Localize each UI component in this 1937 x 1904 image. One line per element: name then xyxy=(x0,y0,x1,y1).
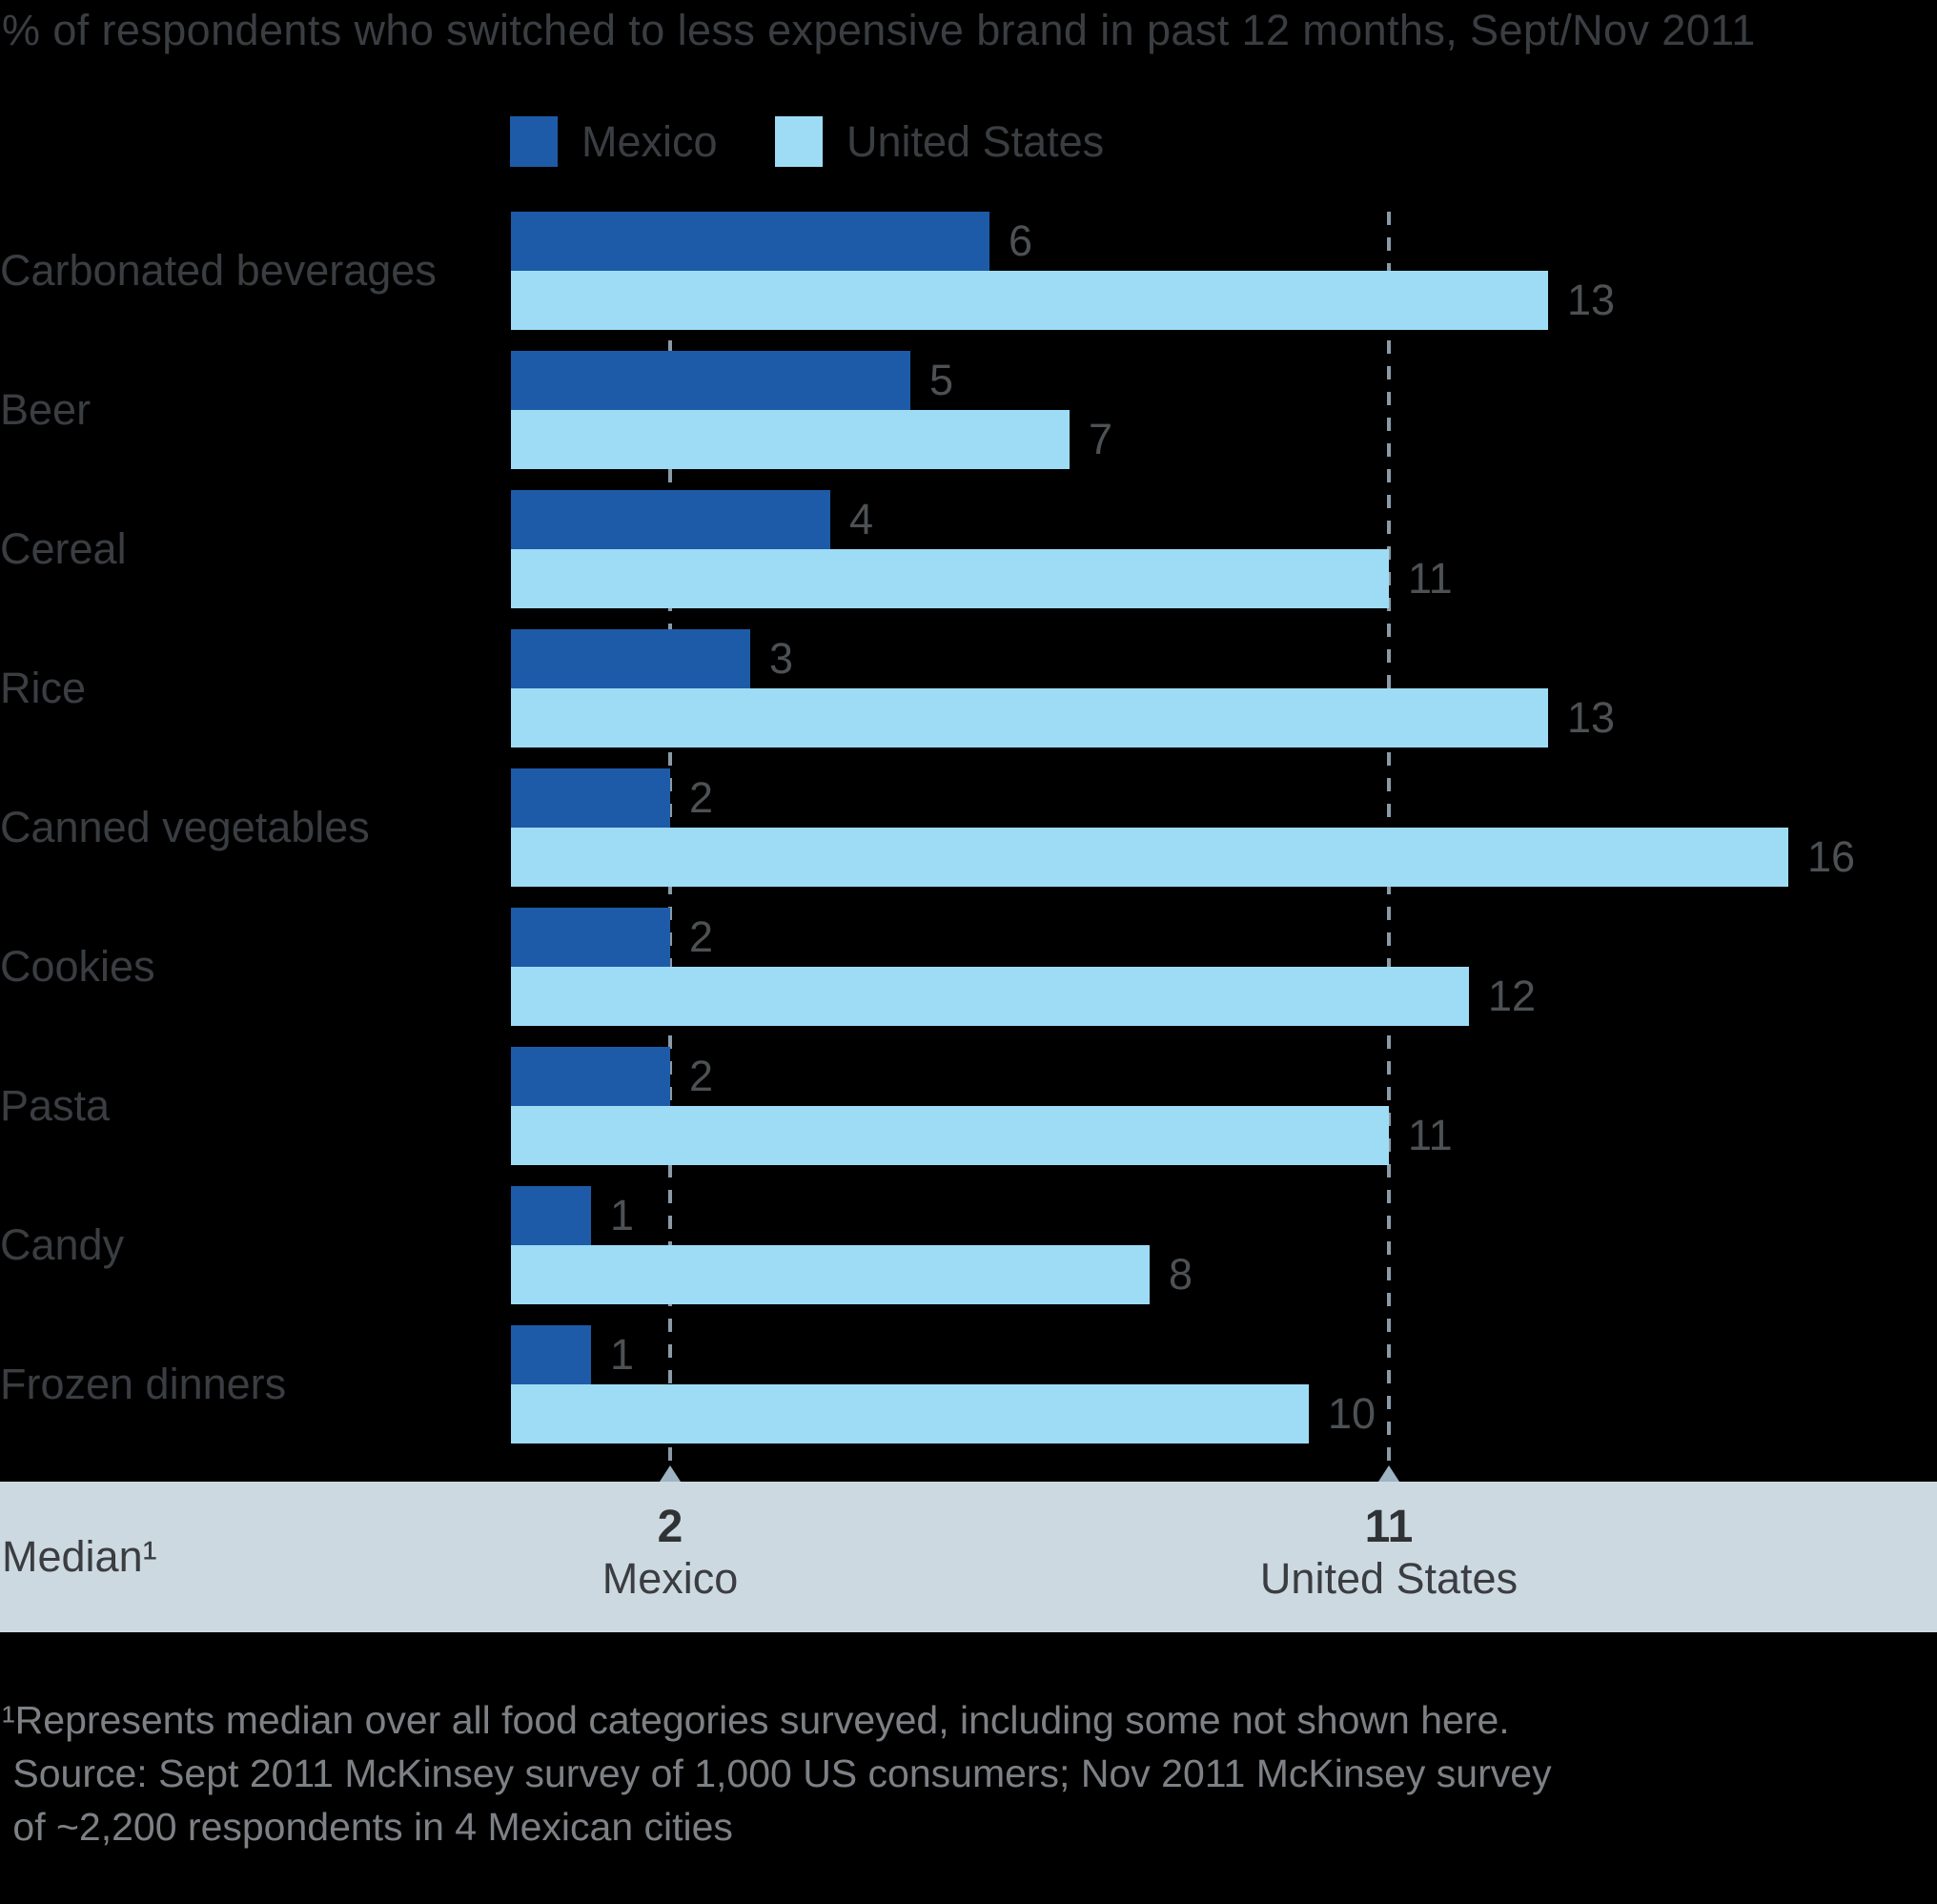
category-label: Cookies xyxy=(0,942,155,991)
chart-row: Carbonated beverages 6 13 xyxy=(0,212,1937,330)
bar-mexico: 2 xyxy=(511,768,713,828)
category-label: Candy xyxy=(0,1220,125,1269)
bar-united-states: 12 xyxy=(511,967,1536,1026)
value-label-united-states: 16 xyxy=(1807,832,1856,881)
median-arrow-us xyxy=(1378,1465,1399,1482)
value-label-united-states: 13 xyxy=(1567,276,1616,324)
bar-mexico: 4 xyxy=(511,490,873,549)
bar-mexico: 3 xyxy=(511,629,793,688)
category-label: Cereal xyxy=(0,524,127,573)
bar-united-states: 7 xyxy=(511,410,1112,469)
category-label: Rice xyxy=(0,664,87,712)
value-label-mexico: 5 xyxy=(929,356,954,404)
footnotes: ¹Represents median over all food categor… xyxy=(2,1693,1908,1853)
median-value-us: 11 United States xyxy=(1260,1482,1518,1606)
chart-row: Frozen dinners 1 10 xyxy=(0,1325,1937,1443)
median-arrow-mexico xyxy=(660,1465,681,1482)
bar-chart: Carbonated beverages 6 13 Beer 5 7 Cerea… xyxy=(0,212,1937,1464)
chart-row: Canned vegetables 2 16 xyxy=(0,768,1937,887)
value-label-united-states: 8 xyxy=(1169,1250,1193,1299)
chart-row: Cookies 2 12 xyxy=(0,908,1937,1026)
median-band: Median¹ 2 Mexico 11 United States xyxy=(0,1482,1937,1632)
bar-united-states: 16 xyxy=(511,828,1855,887)
chart-row: Rice 3 13 xyxy=(0,629,1937,747)
bar-united-states: 10 xyxy=(511,1384,1376,1443)
bar-united-states: 11 xyxy=(511,1106,1453,1165)
median-band-title: Median¹ xyxy=(2,1532,157,1581)
value-label-united-states: 11 xyxy=(1408,1111,1453,1159)
value-label-united-states: 7 xyxy=(1089,415,1113,463)
value-label-mexico: 3 xyxy=(769,634,794,683)
footnote-line-2: Source: Sept 2011 McKinsey survey of 1,0… xyxy=(2,1751,1552,1795)
median-number-mexico: 2 xyxy=(657,1502,683,1552)
legend-label-us: United States xyxy=(846,117,1105,166)
median-label-mexico: Mexico xyxy=(601,1554,739,1603)
value-label-mexico: 1 xyxy=(610,1191,635,1239)
category-label: Canned vegetables xyxy=(0,803,370,851)
value-label-united-states: 13 xyxy=(1567,693,1616,742)
value-label-mexico: 2 xyxy=(689,1052,714,1100)
category-label: Pasta xyxy=(0,1081,111,1130)
bar-mexico: 1 xyxy=(511,1186,634,1245)
median-number-us: 11 xyxy=(1364,1502,1414,1552)
value-label-mexico: 2 xyxy=(689,912,714,961)
bar-united-states: 13 xyxy=(511,271,1615,330)
chart-row: Pasta 2 11 xyxy=(0,1047,1937,1165)
bar-united-states: 11 xyxy=(511,549,1453,608)
bar-united-states: 13 xyxy=(511,688,1615,747)
legend-swatch-mexico xyxy=(510,116,558,167)
chart-row: Cereal 4 11 xyxy=(0,490,1937,608)
bar-mexico: 2 xyxy=(511,908,713,967)
bar-mexico: 2 xyxy=(511,1047,713,1106)
legend-swatch-us xyxy=(775,116,823,167)
bar-united-states: 8 xyxy=(511,1245,1193,1304)
value-label-mexico: 4 xyxy=(849,495,874,543)
category-label: Beer xyxy=(0,385,92,434)
median-label-us: United States xyxy=(1259,1554,1519,1603)
value-label-mexico: 2 xyxy=(689,773,714,822)
bar-mexico: 5 xyxy=(511,351,953,410)
legend-label-mexico: Mexico xyxy=(581,117,718,166)
bar-mexico: 6 xyxy=(511,212,1032,271)
median-value-mexico: 2 Mexico xyxy=(602,1482,739,1606)
footnote-line-1: ¹Represents median over all food categor… xyxy=(2,1698,1510,1742)
category-label: Carbonated beverages xyxy=(0,246,437,295)
category-label: Frozen dinners xyxy=(0,1360,287,1408)
value-label-mexico: 6 xyxy=(1009,216,1033,265)
bar-mexico: 1 xyxy=(511,1325,634,1384)
footnote-line-3: of ~2,200 respondents in 4 Mexican citie… xyxy=(2,1805,733,1849)
chart-row: Candy 1 8 xyxy=(0,1186,1937,1304)
value-label-mexico: 1 xyxy=(610,1330,635,1379)
value-label-united-states: 10 xyxy=(1328,1389,1376,1438)
value-label-united-states: 12 xyxy=(1488,972,1537,1020)
chart-row: Beer 5 7 xyxy=(0,351,1937,469)
chart-title: % of respondents who switched to less ex… xyxy=(2,6,1756,54)
value-label-united-states: 11 xyxy=(1408,554,1453,603)
